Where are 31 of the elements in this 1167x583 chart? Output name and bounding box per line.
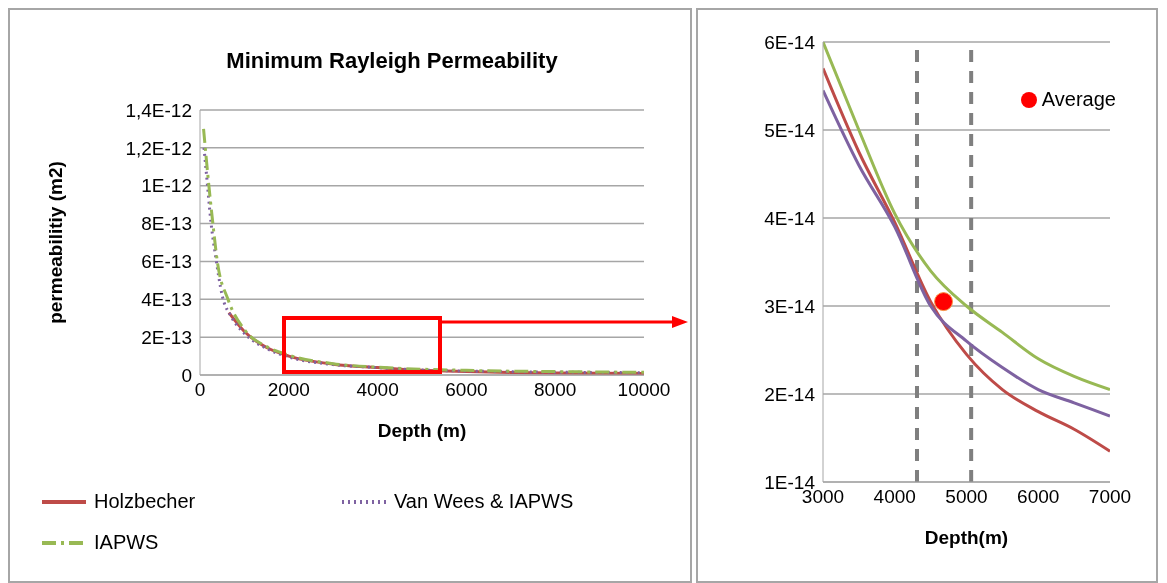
- x-tick-label: 10000: [617, 379, 671, 401]
- legend-label: IAPWS: [94, 531, 159, 554]
- y-tick-label: 1E-12: [141, 175, 192, 197]
- x-tick-label: 2000: [267, 379, 310, 401]
- x-tick-label: 5000: [945, 486, 988, 508]
- y-tick-label: 4E-14: [764, 207, 816, 229]
- x-tick-label: 0: [194, 379, 206, 401]
- y-tick-label: 1,4E-12: [125, 99, 192, 121]
- y-tick-label: 8E-13: [141, 213, 192, 235]
- x-tick-label: 4000: [356, 379, 399, 401]
- y-tick-label: 6E-14: [764, 31, 816, 53]
- y-tick-label: 6E-13: [141, 251, 192, 273]
- y-axis-title: permeabilitiy (m2): [44, 161, 66, 324]
- y-tick-label: 5E-14: [764, 119, 816, 141]
- x-tick-label: 6000: [1017, 486, 1060, 508]
- x-tick-label: 6000: [445, 379, 488, 401]
- x-axis-title: Depth (m): [377, 420, 467, 441]
- x-axis-title: Depth(m): [924, 527, 1009, 548]
- y-tick-label: 0: [181, 364, 192, 386]
- legend-label: Holzbecher: [94, 490, 196, 513]
- legend-label: Average: [1041, 88, 1116, 111]
- x-tick-label: 8000: [534, 379, 577, 401]
- y-tick-label: 2E-13: [141, 326, 192, 348]
- y-tick-label: 2E-14: [764, 383, 816, 405]
- x-tick-label: 4000: [873, 486, 916, 508]
- legend-label: Van Wees & IAPWS: [394, 490, 574, 513]
- y-tick-label: 1,2E-12: [125, 137, 192, 159]
- chart-title: Minimum Rayleigh Permeability: [225, 48, 559, 74]
- y-tick-label: 3E-14: [764, 295, 816, 317]
- y-tick-label: 4E-13: [141, 289, 192, 311]
- x-tick-label: 7000: [1088, 486, 1132, 508]
